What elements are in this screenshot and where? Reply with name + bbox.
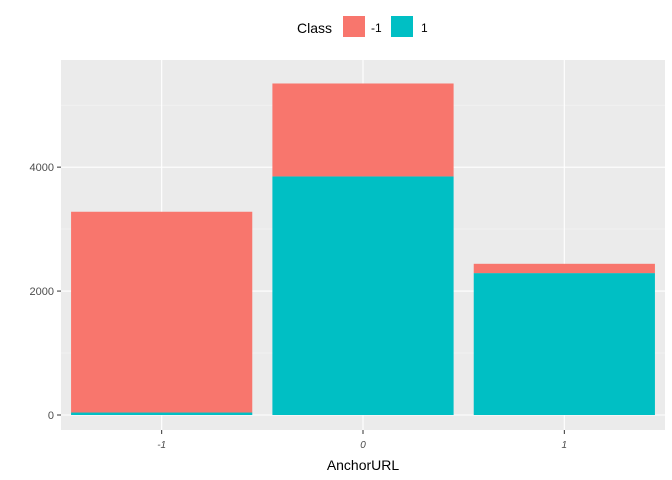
x-axis: -1 0 1 [157, 430, 567, 451]
legend: Class -1 1 [297, 16, 428, 37]
legend-label-neg1: -1 [371, 21, 382, 35]
legend-swatch-1 [391, 16, 413, 37]
legend-title: Class [297, 20, 332, 36]
x-tick-label: 0 [360, 440, 366, 451]
bar-1-cat-1 [272, 176, 454, 415]
legend-swatch-neg1 [343, 16, 365, 37]
y-tick-label: 4000 [30, 162, 54, 174]
x-tick-label: -1 [157, 440, 166, 451]
bar-neg1-cat-2 [473, 263, 655, 274]
x-axis-title: AnchorURL [327, 457, 400, 473]
bar-neg1-cat-0 [71, 211, 253, 413]
legend-label-1: 1 [421, 21, 428, 35]
y-tick-label: 2000 [30, 286, 54, 298]
bar-1-cat-0 [71, 412, 253, 415]
bar-1-cat-2 [473, 273, 655, 415]
bar-neg1-cat-1 [272, 83, 454, 177]
bars [71, 83, 655, 415]
x-tick-label: 1 [562, 440, 568, 451]
y-axis: 0 2000 4000 [30, 162, 61, 422]
y-tick-label: 0 [48, 410, 54, 422]
